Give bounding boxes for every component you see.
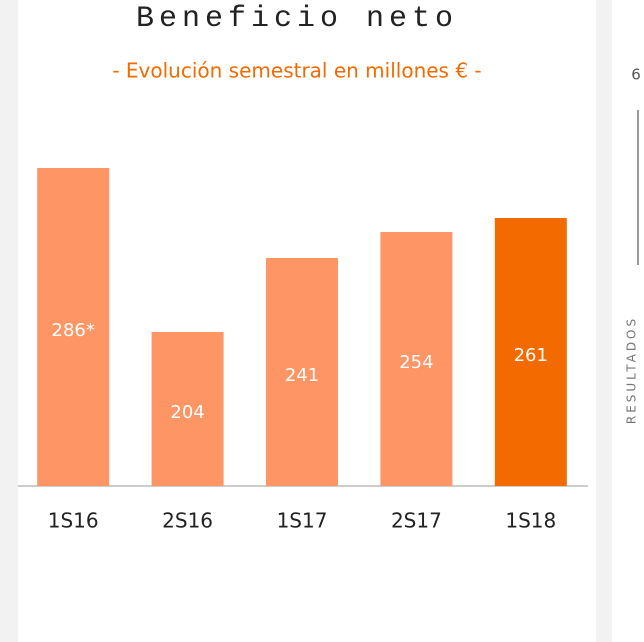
bar [151, 332, 224, 486]
x-tick-label: 2S17 [391, 509, 442, 533]
side-panel [612, 0, 644, 642]
bar [380, 232, 453, 486]
page-number: 6 [631, 66, 641, 84]
bar [37, 168, 110, 486]
value-label: 261 [514, 345, 548, 366]
value-label: 241 [285, 365, 319, 386]
chart-subtitle: - Evolución semestral en millones € - [112, 59, 481, 83]
chart-title: Beneficio neto [136, 2, 458, 36]
x-tick-label: 1S16 [48, 509, 99, 533]
value-label: 254 [399, 352, 433, 373]
value-label: 286* [52, 320, 95, 341]
value-label: 204 [170, 402, 204, 423]
x-tick-label: 1S18 [505, 509, 556, 533]
bar [266, 258, 338, 486]
x-tick-label: 1S17 [277, 509, 328, 533]
bar [494, 218, 567, 486]
section-label: RESULTADOS [625, 316, 639, 424]
x-tick-label: 2S16 [162, 509, 213, 533]
